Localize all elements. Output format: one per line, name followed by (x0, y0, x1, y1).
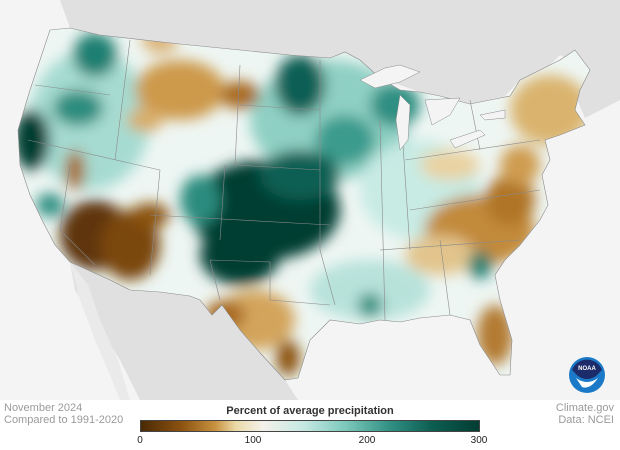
legend-tick-0: 0 (137, 435, 143, 446)
svg-text:NOAA: NOAA (578, 366, 596, 372)
footer: November 2024 Compared to 1991-2020 Perc… (0, 400, 620, 450)
data-source-label: Data: NCEI (558, 414, 614, 426)
source-label: Climate.gov (555, 402, 614, 414)
legend-title: Percent of average precipitation (226, 405, 394, 417)
period-caption: November 2024 Compared to 1991-2020 (4, 402, 123, 426)
legend-tick-200: 200 (358, 435, 376, 446)
state-borders (17, 27, 591, 381)
noaa-logo: NOAA (568, 356, 606, 394)
neighbor-land (60, 0, 620, 400)
legend-colorbar (140, 420, 480, 432)
period-label: November 2024 (4, 402, 83, 414)
baseline-label: Compared to 1991-2020 (4, 414, 124, 426)
source-caption: Climate.gov Data: NCEI (556, 402, 614, 426)
legend-tick-100: 100 (244, 435, 262, 446)
precipitation-map (17, 0, 620, 400)
legend-tick-300: 300 (470, 435, 488, 446)
great-lakes (359, 64, 506, 151)
